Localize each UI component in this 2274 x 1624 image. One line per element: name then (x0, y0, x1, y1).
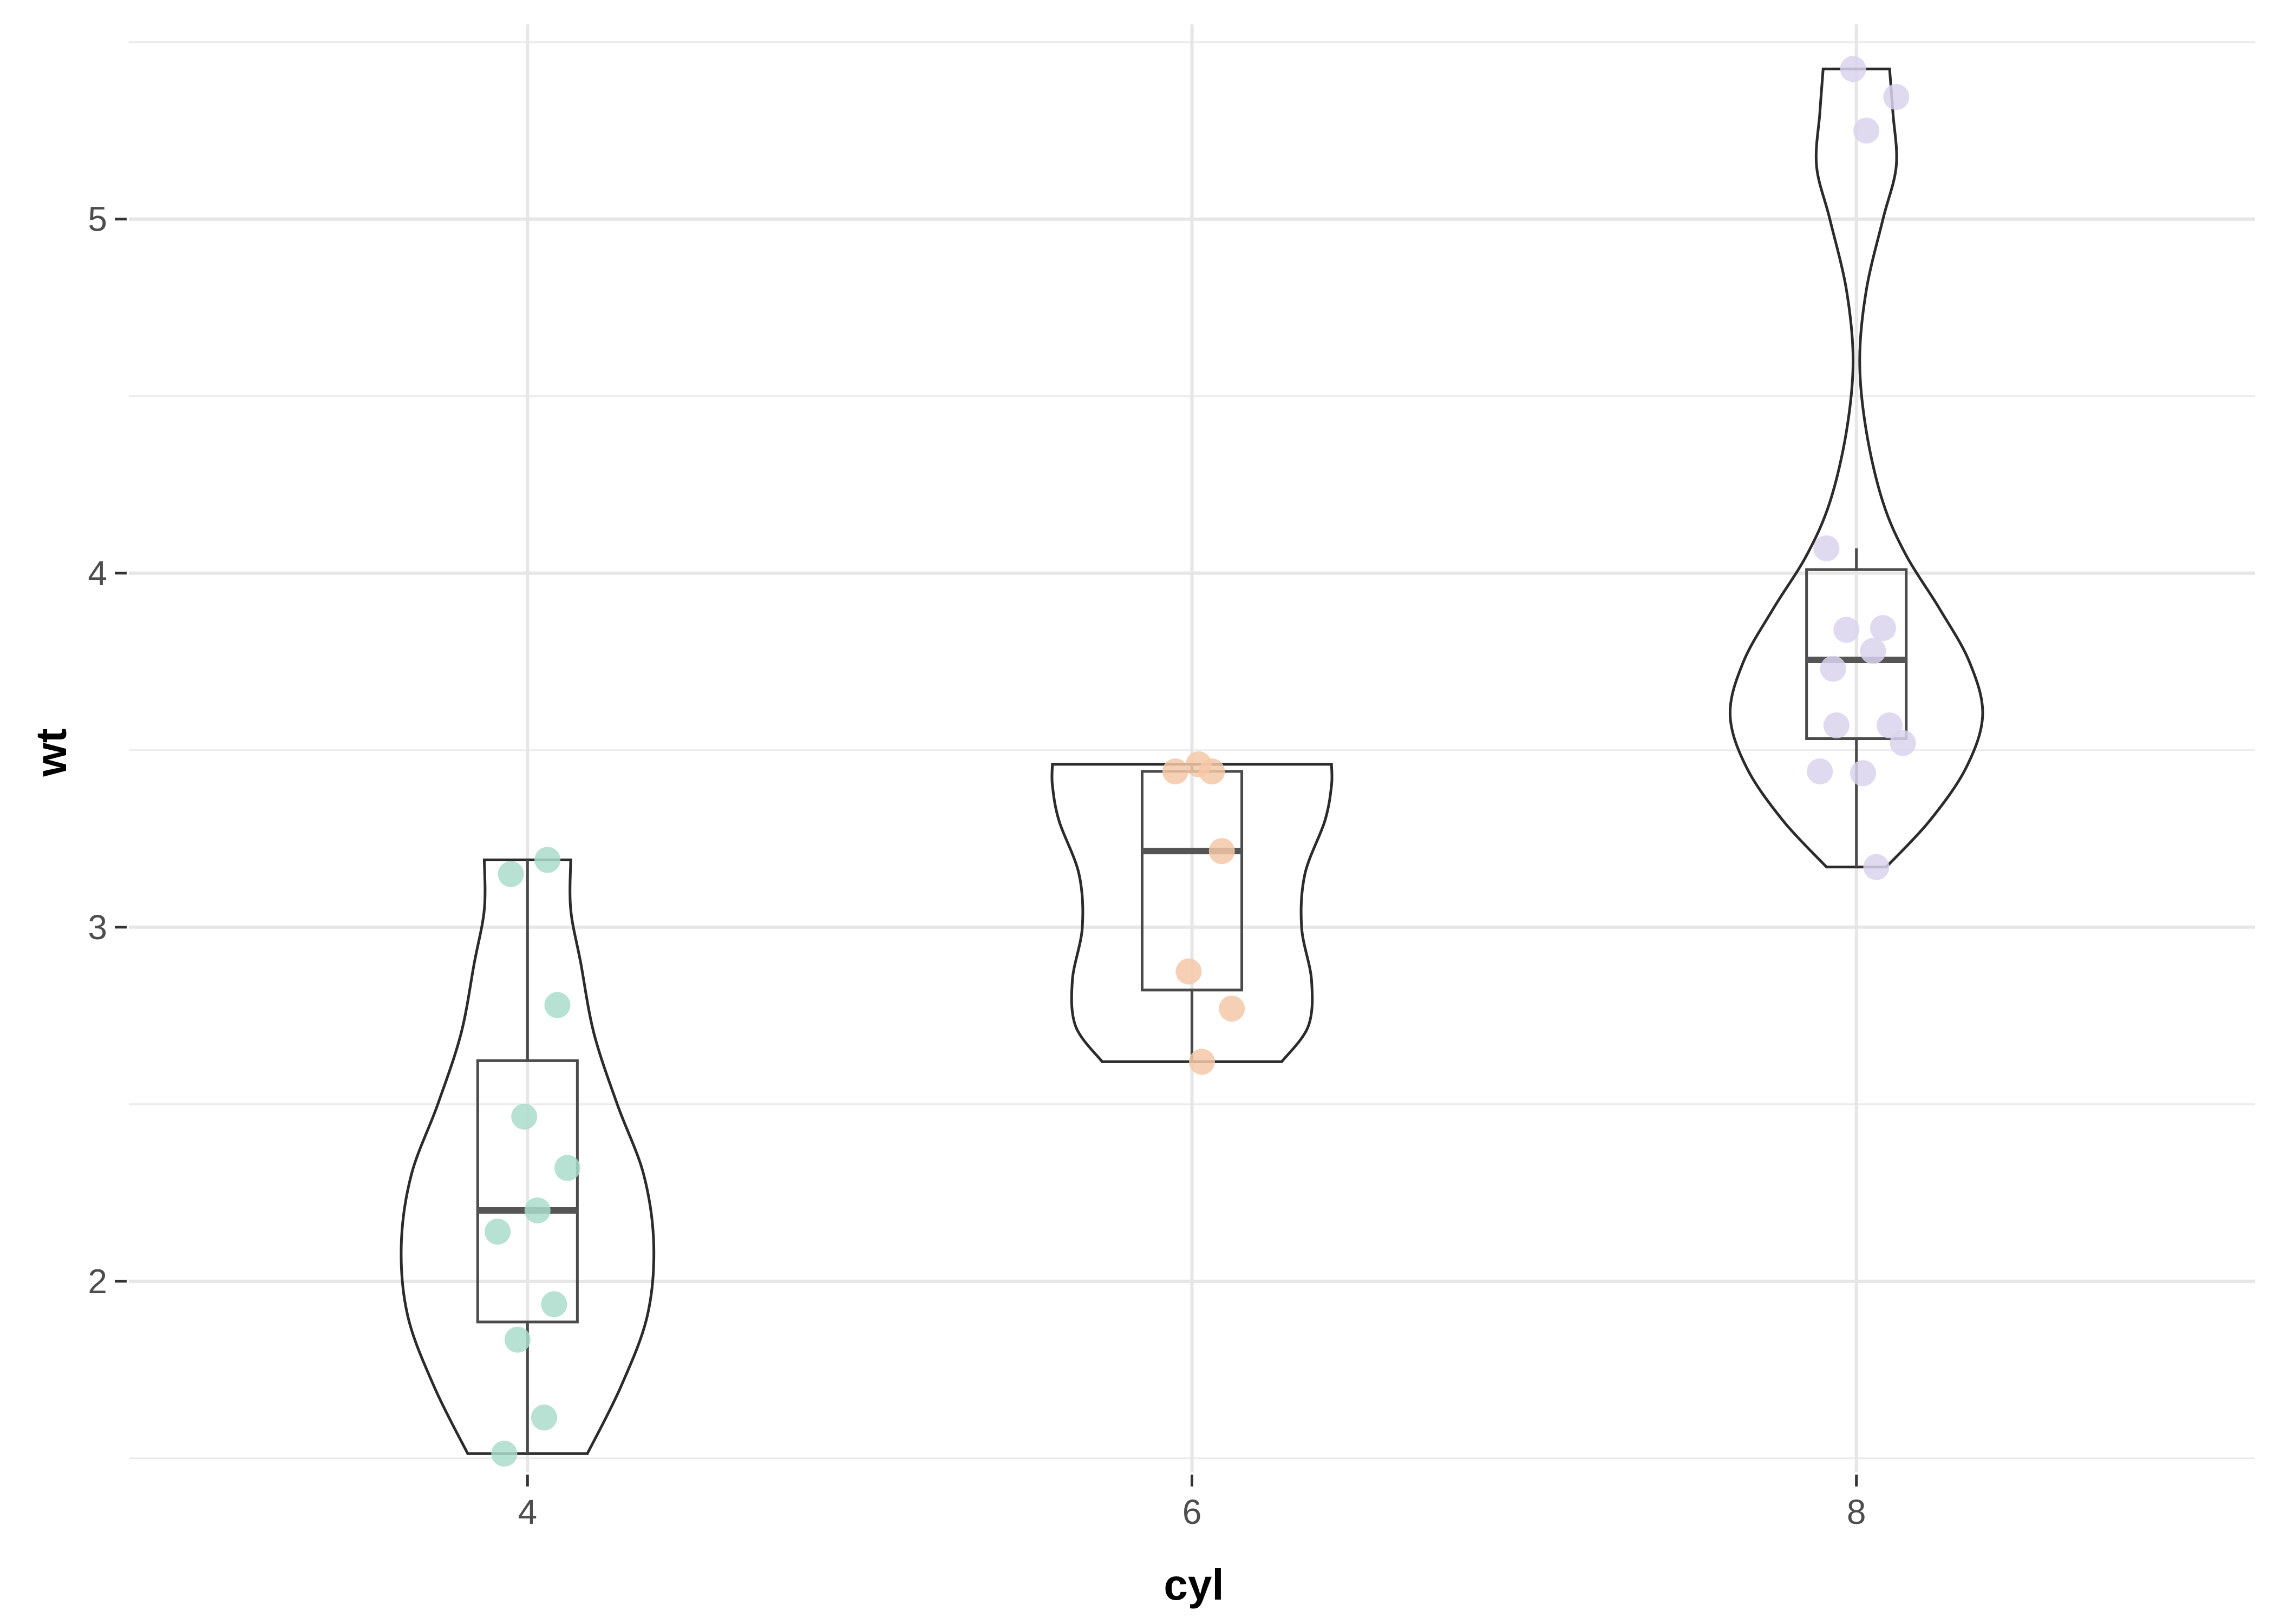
axes: 2 3 4 5 4 6 8 (88, 200, 1866, 1531)
x-axis-title: cyl (1164, 1561, 1224, 1609)
data-point (1208, 838, 1235, 865)
violin-outline (400, 859, 656, 1455)
data-point (524, 1197, 551, 1224)
data-point (1850, 760, 1876, 787)
data-point (1883, 84, 1910, 110)
y-tick-label: 4 (88, 554, 107, 593)
jitter-points-layer (485, 56, 1916, 1467)
data-point (1813, 535, 1840, 561)
data-point (544, 992, 571, 1018)
box-iqr (476, 1059, 579, 1324)
boxplot-layer (476, 548, 1908, 1454)
data-point (1833, 617, 1860, 643)
data-point (1162, 758, 1188, 785)
violin-outline (1050, 763, 1334, 1063)
x-tick-label: 6 (1182, 1492, 1202, 1531)
data-point (1188, 1049, 1215, 1075)
violin-outline (1728, 67, 1984, 869)
violin-layer (400, 67, 1984, 1455)
data-point (511, 1103, 538, 1130)
data-point (1860, 638, 1886, 664)
data-point (498, 861, 524, 887)
data-point (1823, 712, 1850, 738)
x-tick-label: 8 (1847, 1492, 1866, 1531)
data-point (1890, 730, 1916, 756)
data-point (1853, 117, 1880, 144)
data-point (1175, 958, 1202, 985)
y-tick-label: 3 (88, 908, 107, 947)
data-point (531, 1404, 557, 1431)
y-tick-label: 2 (88, 1262, 107, 1301)
data-point (485, 1219, 511, 1245)
grid (129, 24, 2255, 1472)
y-axis-title: wt (27, 729, 75, 777)
data-point (1877, 712, 1903, 738)
y-tick-label: 5 (88, 200, 107, 239)
data-point (534, 847, 561, 873)
data-point (491, 1440, 518, 1467)
box-iqr (1805, 568, 1908, 741)
data-point (1863, 854, 1890, 880)
data-point (1807, 758, 1833, 785)
x-tick-label: 4 (518, 1492, 538, 1531)
data-point (554, 1155, 580, 1181)
data-point (1185, 751, 1212, 777)
data-point (541, 1291, 567, 1318)
data-point (1219, 996, 1245, 1022)
data-point (1870, 615, 1896, 641)
data-point (504, 1326, 531, 1353)
data-point (1840, 56, 1866, 82)
data-point (1820, 656, 1846, 682)
